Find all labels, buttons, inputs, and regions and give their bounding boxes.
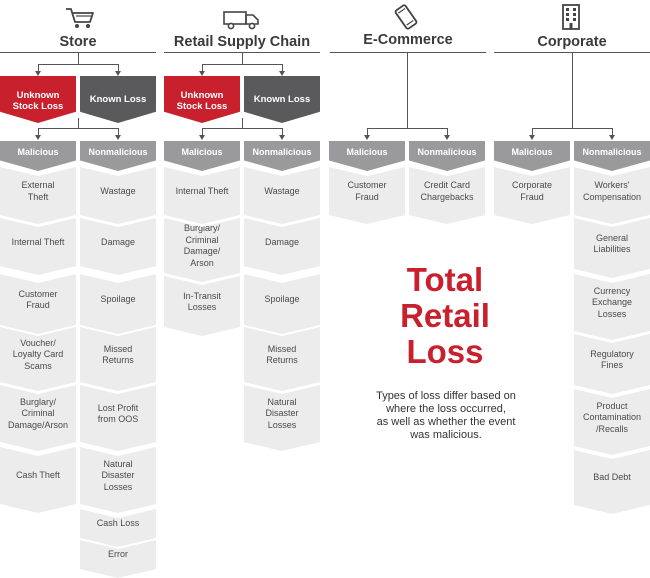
- connector: [612, 128, 613, 136]
- store-nonmalicious: Nonmalicious: [80, 141, 156, 171]
- store-nonmalicious-item: Damage: [80, 218, 156, 275]
- ecommerce-nonmalicious-item: Credit Card Chargebacks: [409, 167, 485, 224]
- arrow-icon: [279, 135, 286, 140]
- supply-chain-malicious-item: Internal Theft: [164, 167, 240, 224]
- category-title-ecommerce: E-Commerce: [363, 32, 453, 48]
- category-title-store: Store: [59, 34, 97, 50]
- corporate-nonmalicious-item: Workers' Compensation: [574, 167, 650, 224]
- connector: [38, 128, 39, 136]
- arrow-icon: [115, 71, 122, 76]
- corporate-nonmalicious-item: Currency Exchange Losses: [574, 274, 650, 340]
- corporate-nonmalicious-item: Bad Debt: [574, 450, 650, 514]
- connector: [38, 128, 119, 129]
- arrow-icon: [279, 71, 286, 76]
- category-title-supply-chain: Retail Supply Chain: [173, 34, 311, 50]
- arrow-icon: [609, 135, 616, 140]
- corporate-nonmalicious-item: Regulatory Fines: [574, 334, 650, 394]
- connector: [202, 64, 203, 72]
- mobile-phone-icon: [394, 4, 418, 30]
- supply-chain-malicious-item: In-Transit Losses: [164, 276, 240, 336]
- connector: [532, 128, 613, 129]
- supply-chain-nonmalicious-item: Damage: [244, 218, 320, 275]
- store-malicious-item: Customer Fraud: [0, 274, 76, 334]
- arrow-icon: [529, 135, 536, 140]
- ecommerce-nonmalicious: Nonmalicious: [409, 141, 485, 171]
- supply-chain-malicious-item: Burglary/ Criminal Damage/ Arson: [164, 218, 240, 282]
- description-text: Types of loss differ based on where the …: [376, 390, 516, 441]
- connector: [532, 128, 533, 136]
- connector: [367, 128, 368, 136]
- supply-chain-unknown-stock-loss: Unknown Stock Loss: [164, 76, 240, 123]
- arrow-icon: [364, 135, 371, 140]
- connector: [367, 128, 448, 129]
- supply-chain-nonmalicious-item: Natural Disaster Losses: [244, 385, 320, 451]
- store-nonmalicious-item: Lost Profit from OOS: [80, 385, 156, 451]
- corporate-nonmalicious-item: Product Contamination /Recalls: [574, 389, 650, 455]
- delivery-truck-icon: [223, 11, 259, 30]
- store-malicious-item: External Theft: [0, 167, 76, 224]
- category-title-corporate: Corporate: [537, 34, 607, 50]
- connector: [202, 128, 203, 136]
- store-malicious-item: Burglary/ Criminal Damage/Arson: [0, 385, 76, 451]
- connector: [447, 128, 448, 136]
- corporate-malicious-item: Corporate Fraud: [494, 167, 570, 224]
- connector: [78, 118, 79, 128]
- store-nonmalicious-item: Cash Loss: [80, 509, 156, 547]
- supply-chain-malicious: Malicious: [164, 141, 240, 171]
- store-nonmalicious-item: Natural Disaster Losses: [80, 447, 156, 513]
- store-nonmalicious-item: Wastage: [80, 167, 156, 224]
- corporate-nonmalicious-item: General Liabilities: [574, 218, 650, 278]
- store-malicious: Malicious: [0, 141, 76, 171]
- store-nonmalicious-item: Spoilage: [80, 274, 156, 334]
- connector: [38, 64, 119, 65]
- connector: [78, 53, 79, 64]
- store-malicious-item: Voucher/ Loyalty Card Scams: [0, 327, 76, 391]
- supply-chain-nonmalicious-item: Wastage: [244, 167, 320, 224]
- supply-chain-nonmalicious-item: Missed Returns: [244, 327, 320, 391]
- connector: [38, 64, 39, 72]
- arrow-icon: [35, 135, 42, 140]
- arrow-icon: [199, 135, 206, 140]
- supply-chain-nonmalicious-item: Spoilage: [244, 274, 320, 334]
- total-retail-loss-title: Total Retail Loss: [400, 261, 490, 370]
- title-rule: [330, 52, 486, 53]
- connector: [242, 53, 243, 64]
- store-malicious-item: Internal Theft: [0, 218, 76, 275]
- arrow-icon: [115, 135, 122, 140]
- connector: [282, 64, 283, 72]
- connector: [118, 128, 119, 136]
- connector: [202, 128, 283, 129]
- title-rule: [494, 52, 650, 53]
- store-unknown-stock-loss: Unknown Stock Loss: [0, 76, 76, 123]
- connector: [202, 64, 283, 65]
- corporate-malicious: Malicious: [494, 141, 570, 171]
- arrow-icon: [35, 71, 42, 76]
- store-malicious-item: Cash Theft: [0, 447, 76, 513]
- supply-chain-known-loss: Known Loss: [244, 76, 320, 123]
- connector: [282, 128, 283, 136]
- connector: [572, 53, 573, 128]
- shopping-cart-icon: [66, 8, 94, 28]
- office-building-icon: [562, 4, 580, 30]
- connector: [242, 118, 243, 128]
- store-known-loss: Known Loss: [80, 76, 156, 123]
- title-rule: [0, 52, 156, 53]
- ecommerce-malicious-item: Customer Fraud: [329, 167, 405, 224]
- title-rule: [164, 52, 320, 53]
- arrow-icon: [199, 71, 206, 76]
- supply-chain-nonmalicious: Nonmalicious: [244, 141, 320, 171]
- arrow-icon: [444, 135, 451, 140]
- connector: [118, 64, 119, 72]
- corporate-nonmalicious: Nonmalicious: [574, 141, 650, 171]
- ecommerce-malicious: Malicious: [329, 141, 405, 171]
- store-nonmalicious-item: Missed Returns: [80, 327, 156, 391]
- connector: [407, 53, 408, 128]
